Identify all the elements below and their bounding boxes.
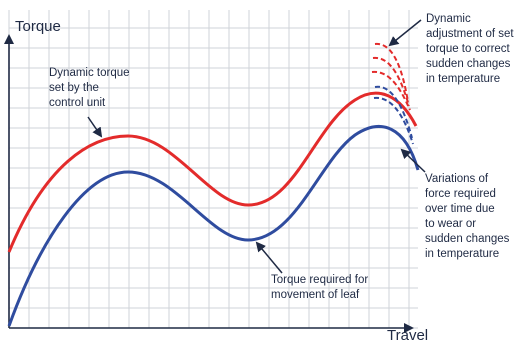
annotation-line: control unit xyxy=(49,97,106,109)
dynamic-adjustment-arrow xyxy=(388,19,422,47)
torque-required-arrow xyxy=(255,241,283,274)
set-torque-adjusted-curve-3 xyxy=(371,70,411,111)
set-torque-adjusted-curve-2 xyxy=(372,56,410,107)
annotation-line: sudden changes xyxy=(425,233,510,245)
annotation-line: Dynamic xyxy=(426,13,471,25)
dynamic-torque-arrow xyxy=(87,116,103,138)
annotation-line: torque to correct xyxy=(426,43,511,55)
set-torque-curve xyxy=(7,91,418,253)
y-axis-label: Torque xyxy=(15,18,61,35)
dynamic-torque-annotation: Dynamic torque set by the control unit xyxy=(49,67,133,109)
annotation-line: over time due xyxy=(425,203,495,215)
annotation-line: Torque required for xyxy=(271,274,368,286)
variations-annotation: Variations of force required over time d… xyxy=(425,173,513,260)
set-torque-curve-group xyxy=(7,42,418,253)
required-torque-variation-curve-2 xyxy=(373,96,414,145)
x-axis-label: Travel xyxy=(387,327,428,341)
annotation-line: set by the xyxy=(49,82,99,94)
set-torque-adjusted-curve-1 xyxy=(374,42,409,103)
annotation-line: in temperature xyxy=(425,248,499,260)
annotation-line: adjustment of set xyxy=(426,28,514,40)
annotation-line: force required xyxy=(425,188,496,200)
required-torque-variation-curve-1 xyxy=(374,85,413,139)
annotation-line: Dynamic torque xyxy=(49,67,130,79)
torque-required-annotation: Torque required for movement of leaf xyxy=(271,274,371,301)
required-torque-curve xyxy=(7,125,420,327)
annotation-line: Variations of xyxy=(425,173,489,185)
annotation-line: sudden changes xyxy=(426,58,511,70)
variations-arrow xyxy=(400,148,426,173)
background-grid xyxy=(8,10,418,329)
required-torque-curve-group xyxy=(7,85,420,327)
annotation-line: movement of leaf xyxy=(271,289,360,301)
annotation-line: in temperature xyxy=(426,73,500,85)
annotation-line: to wear or xyxy=(425,218,476,230)
dynamic-adjustment-annotation: Dynamic adjustment of set torque to corr… xyxy=(426,13,517,85)
